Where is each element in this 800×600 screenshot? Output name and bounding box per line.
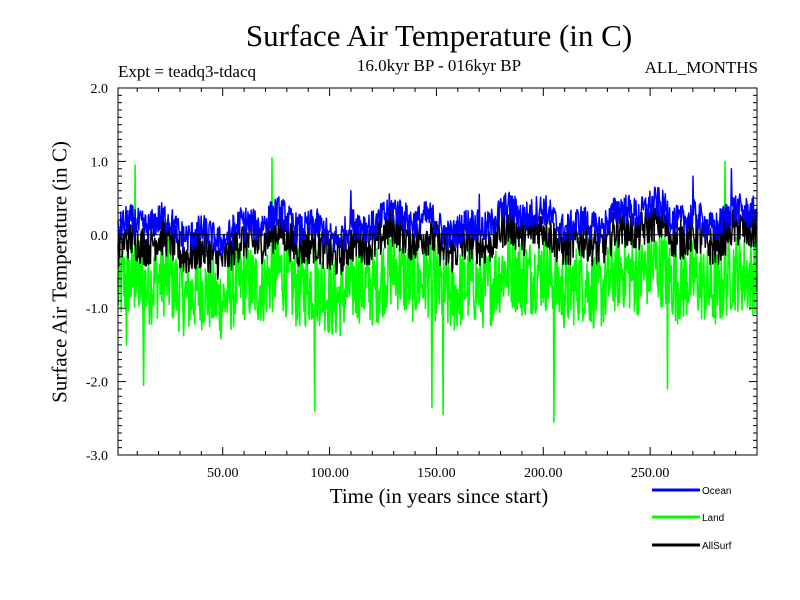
y-tick-label: 0.0 bbox=[91, 229, 109, 244]
y-tick-label: -2.0 bbox=[86, 376, 108, 391]
period-label: 16.0kyr BP - 016kyr BP bbox=[356, 56, 522, 75]
x-tick-label: 150.00 bbox=[417, 466, 456, 481]
ticks-layer: 50.00 100.00 150.00 200.00 250.00 -3.0 -2.0 -1.… bbox=[86, 82, 757, 481]
experiment-label: Expt = teadq3-tdacq bbox=[118, 62, 256, 81]
chart-title: Surface Air Temperature (in C) bbox=[245, 18, 633, 53]
x-axis-title: Time (in years since start) bbox=[329, 484, 549, 508]
y-tick-label: -3.0 bbox=[86, 449, 108, 464]
y-tick-label: 2.0 bbox=[91, 82, 109, 97]
series-line-ocean bbox=[117, 167, 758, 256]
y-tick-label: 1.0 bbox=[91, 155, 109, 170]
legend-label-allsurf: AllSurf bbox=[702, 541, 732, 552]
months-label: ALL_MONTHS bbox=[644, 58, 758, 77]
x-tick-label: 100.00 bbox=[310, 466, 349, 481]
x-tick-label: 200.00 bbox=[524, 466, 563, 481]
y-tick-label: -1.0 bbox=[86, 302, 108, 317]
x-tick-label: 50.00 bbox=[207, 466, 239, 481]
series-layer bbox=[117, 156, 758, 423]
x-tick-label: 250.00 bbox=[631, 466, 670, 481]
legend-label-land: Land bbox=[702, 513, 724, 524]
legend-label-ocean: Ocean bbox=[702, 486, 731, 497]
legend: Ocean Land AllSurf bbox=[652, 486, 732, 552]
series-line-land bbox=[117, 156, 758, 423]
